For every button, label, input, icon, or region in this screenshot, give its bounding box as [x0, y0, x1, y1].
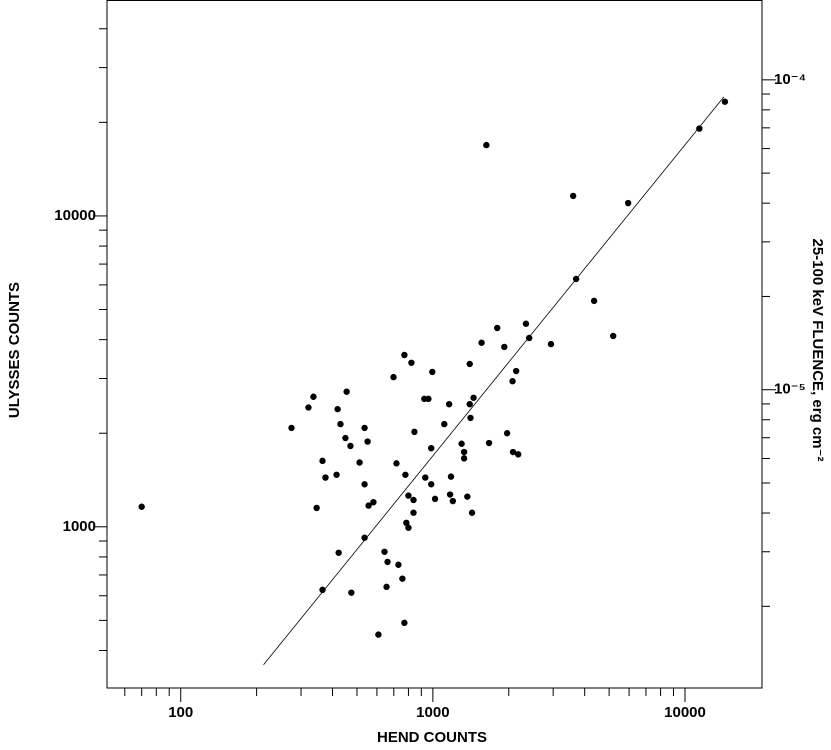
data-point — [322, 474, 329, 481]
data-point — [337, 420, 344, 428]
data-point — [348, 589, 355, 596]
data-point — [590, 297, 598, 305]
data-point — [460, 455, 468, 462]
data-point — [335, 549, 342, 556]
data-point — [411, 428, 418, 436]
data-point — [522, 320, 530, 327]
y2-axis-title: 25-100 keV FLUENCE, erg cm⁻² — [809, 238, 826, 461]
data-point — [460, 448, 468, 456]
data-point — [288, 424, 295, 432]
data-point — [447, 473, 455, 480]
data-point — [356, 459, 363, 466]
data-point — [547, 340, 555, 348]
x-axis-title: HEND COUNTS — [377, 729, 487, 746]
data-point — [431, 495, 439, 503]
data-point — [503, 430, 511, 437]
plot-frame — [106, 0, 763, 689]
data-point — [624, 199, 632, 207]
data-point — [402, 471, 409, 478]
data-point — [446, 491, 454, 498]
data-point — [383, 583, 390, 591]
data-point — [405, 492, 412, 499]
data-point — [370, 498, 377, 506]
data-point — [361, 534, 368, 541]
data-point — [422, 474, 429, 481]
x-tick-label: 1000 — [416, 704, 449, 721]
data-point — [721, 98, 729, 105]
data-point — [408, 359, 415, 366]
data-point — [572, 275, 580, 283]
data-point — [609, 332, 617, 340]
y-tick-label: 1000 — [63, 518, 96, 535]
data-point — [441, 420, 448, 428]
data-point — [365, 502, 372, 509]
data-point — [425, 395, 432, 403]
data-point — [509, 378, 516, 385]
data-point — [342, 434, 349, 442]
data-point — [310, 393, 317, 400]
data-point — [569, 192, 577, 200]
data-point — [483, 141, 490, 149]
data-point — [384, 558, 391, 566]
data-point — [334, 405, 341, 413]
data-point — [429, 368, 436, 376]
data-point — [428, 481, 435, 488]
data-point — [361, 424, 368, 432]
data-point — [512, 367, 520, 375]
data-point — [393, 460, 400, 467]
data-point — [375, 631, 382, 638]
data-point — [470, 394, 477, 401]
data-point — [403, 519, 410, 527]
data-point — [696, 125, 703, 132]
data-point — [399, 575, 406, 582]
data-point — [390, 373, 397, 381]
data-point — [395, 561, 402, 568]
data-point — [364, 438, 371, 445]
data-point — [410, 496, 417, 504]
data-point — [458, 440, 465, 447]
x-tick-label: 10000 — [664, 704, 706, 721]
data-point — [467, 414, 474, 422]
data-point — [347, 442, 354, 450]
fit-line — [263, 96, 725, 665]
data-point — [445, 400, 453, 408]
data-point — [525, 334, 533, 342]
data-point — [464, 493, 471, 500]
data-point — [401, 619, 408, 627]
data-point — [319, 586, 326, 594]
data-point — [466, 400, 473, 408]
data-point — [494, 324, 501, 332]
data-point — [313, 504, 320, 512]
data-point — [381, 548, 388, 555]
data-point — [509, 448, 517, 456]
data-point — [343, 388, 350, 395]
data-point — [138, 503, 145, 510]
x-tick-label: 100 — [168, 704, 193, 721]
y2-tick-label: 10⁻⁴ — [774, 71, 806, 88]
data-point — [468, 509, 476, 516]
data-point — [501, 343, 508, 351]
data-point — [466, 360, 473, 368]
data-point — [319, 457, 326, 465]
data-point — [428, 444, 435, 452]
data-point — [485, 439, 493, 447]
data-point — [478, 339, 485, 346]
data-point — [515, 451, 522, 458]
data-point — [405, 524, 412, 531]
data-point — [333, 471, 340, 478]
data-point — [361, 481, 368, 488]
data-point — [401, 351, 408, 359]
y-axis-title: ULYSSES COUNTS — [6, 282, 23, 418]
y-tick-label: 10000 — [54, 207, 96, 224]
data-point — [449, 497, 457, 505]
y2-tick-label: 10⁻⁵ — [774, 381, 806, 398]
data-point — [410, 509, 417, 516]
data-point — [305, 404, 312, 411]
